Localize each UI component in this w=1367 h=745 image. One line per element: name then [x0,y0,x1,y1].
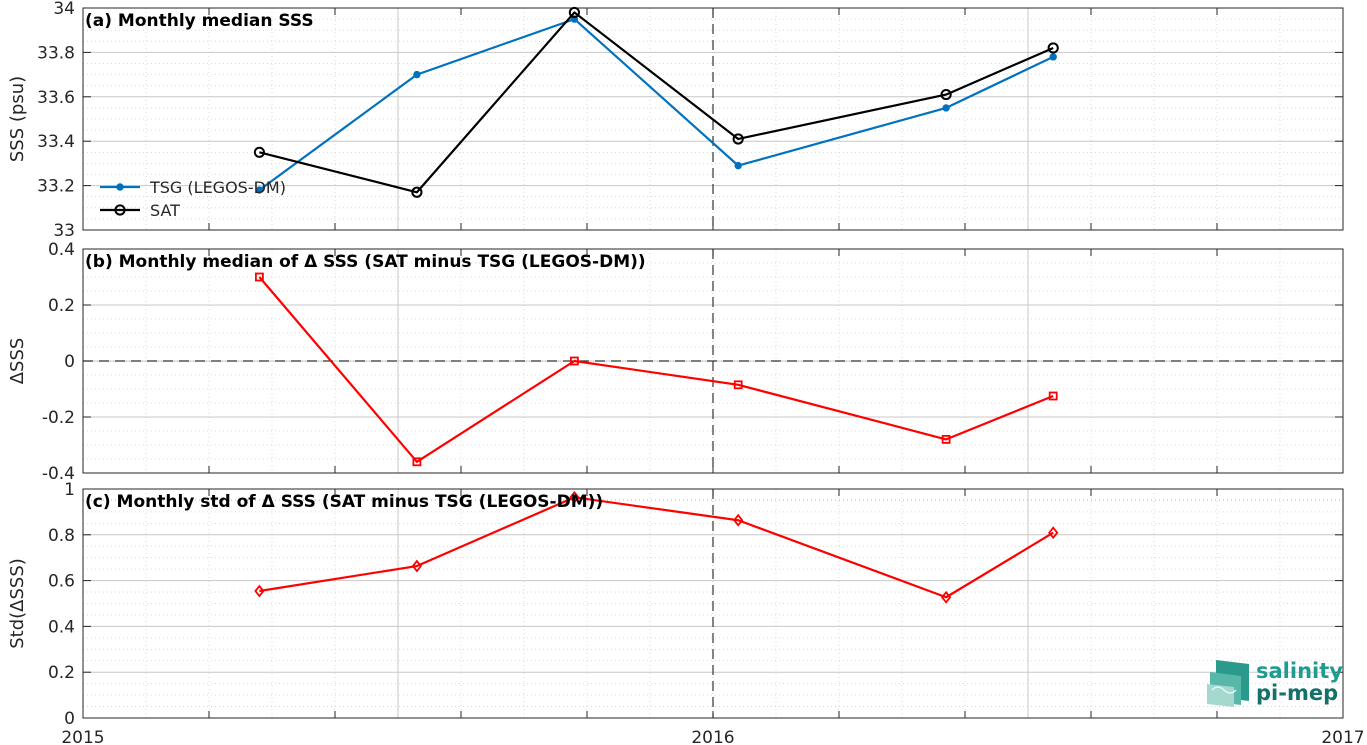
y-tick-label: 33.6 [37,88,75,108]
panel-b: -0.4 -0.2 0 0.2 0.4 ΔSSS (b) Monthly median of… [7,240,1344,484]
data-point [254,584,265,598]
salinity-pi-mep-logo: salinity pi-mep [1207,659,1343,707]
y-tick-label: 34 [53,0,75,19]
logo-mark-icon [1207,660,1249,707]
panel-title: (c) Monthly std of Δ SSS (SAT minus TSG … [85,492,603,512]
data-point [1047,42,1059,54]
data-point [940,590,952,604]
data-point [941,434,951,444]
x-tick-label: 2016 [691,728,734,745]
series-line-delta-sss [259,496,1054,599]
logo-text-salinity: salinity [1256,659,1343,683]
data-point [1049,53,1057,61]
data-point [734,161,742,170]
panel-c: 0 0.2 0.4 0.6 0.8 1 Std(ΔSSS) (c) Monthly std o… [7,480,1344,729]
data-point [732,133,744,145]
legend-label: SAT [150,201,180,220]
data-point [411,186,423,198]
y-tick-label: -0.4 [42,464,75,484]
y-tick-label: -0.2 [42,408,75,428]
y-axis-label: SSS (psu) [7,76,28,162]
panel-a: 33 33.2 33.4 33.6 33.8 34 SSS (psu) (a) Monthly… [7,0,1344,241]
y-tick-label: 0.2 [48,663,75,683]
y-tick-label: 0.4 [48,617,75,637]
data-point [733,513,744,527]
y-tick-label: 0 [64,352,75,372]
legend-marker [114,204,126,216]
data-point [253,146,265,158]
y-tick-label: 0.6 [48,572,75,592]
data-point [411,559,423,573]
data-point [255,186,264,194]
y-tick-label: 33.8 [37,43,75,63]
series-line-tsg-legos-dm- [258,18,1054,191]
y-tick-label: 33.4 [37,132,75,152]
y-tick-label: 0 [64,709,75,729]
x-tick-label: 2015 [61,728,104,745]
data-point [412,457,422,467]
data-point [1048,526,1059,540]
y-tick-label: 33 [53,221,75,241]
series-line-delta-sss [258,276,1054,463]
y-tick-label: 1 [64,480,75,500]
panel-title: (a) Monthly median SSS [85,11,314,31]
logo-text-pi-mep: pi-mep [1256,681,1338,705]
data-point [1048,391,1058,401]
series-line-sat [259,11,1054,194]
x-axis-ticks: 2015 2016 2017 [61,8,1365,745]
y-tick-label: 0.4 [48,240,75,260]
x-tick-label: 2017 [1321,728,1364,745]
data-point [733,380,743,390]
y-tick-label: 0.8 [48,526,75,546]
data-point [942,104,950,112]
data-point [569,490,580,504]
data-point [413,70,421,79]
legend-label: TSG (LEGOS-DM) [149,178,286,197]
y-axis-label: Std(ΔSSS) [7,558,28,649]
panel-title: (b) Monthly median of Δ SSS (SAT minus T… [85,252,646,272]
y-tick-label: 33.2 [37,177,75,197]
y-axis-label: ΔSSS [7,338,28,385]
data-point [940,88,952,101]
y-tick-label: 0.2 [48,296,75,316]
data-point [568,6,581,19]
data-point [254,272,264,282]
legend-marker [116,183,124,191]
data-point [570,356,579,366]
